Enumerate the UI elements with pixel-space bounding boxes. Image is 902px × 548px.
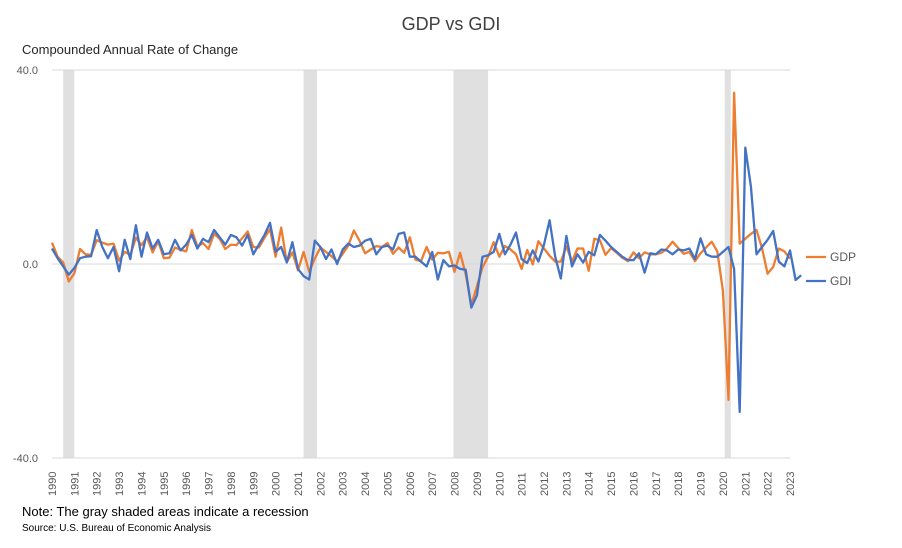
x-tick-label: 2006 — [405, 472, 417, 496]
series-line-gdi — [51, 146, 802, 414]
series-line-gdp — [50, 91, 791, 401]
y-axis-label: Compounded Annual Rate of Change — [22, 42, 239, 57]
x-tick-label: 2009 — [472, 472, 484, 496]
x-tick-label: 1995 — [159, 472, 171, 496]
x-tick-label: 2022 — [763, 472, 775, 496]
x-tick-label: 2013 — [561, 472, 573, 496]
x-tick-label: 2004 — [360, 472, 372, 496]
x-tick-label: 2003 — [338, 472, 350, 496]
x-tick-label: 2021 — [740, 472, 752, 496]
x-tick-label: 2012 — [539, 472, 551, 496]
x-tick-label: 1998 — [226, 472, 238, 496]
x-tick-label: 2005 — [382, 472, 394, 496]
x-tick-label: 1996 — [181, 472, 193, 496]
y-tick-label: -40.0 — [13, 453, 38, 465]
x-tick-label: 2002 — [315, 472, 327, 496]
x-tick-label: 2016 — [628, 472, 640, 496]
x-tick-label: 1992 — [92, 472, 104, 496]
x-tick-label: 2011 — [517, 472, 529, 496]
x-tick-label: 1991 — [69, 472, 81, 496]
chart-title: GDP vs GDI — [401, 14, 501, 34]
x-tick-label: 1999 — [248, 472, 260, 496]
x-tick-label: 1994 — [136, 472, 148, 496]
x-tick-label: 2020 — [718, 472, 730, 496]
x-tick-label: 2000 — [271, 472, 283, 496]
x-tick-label: 2014 — [584, 472, 596, 496]
recession-note: Note: The gray shaded areas indicate a r… — [22, 504, 309, 519]
x-tick-label: 2023 — [785, 472, 797, 496]
x-tick-label: 1993 — [114, 472, 126, 496]
x-tick-label: 1997 — [204, 472, 216, 496]
x-tick-label: 2019 — [696, 472, 708, 496]
y-tick-label: 40.0 — [17, 65, 38, 77]
x-tick-label: 2015 — [606, 472, 618, 496]
x-tick-label: 2010 — [494, 472, 506, 496]
x-tick-label: 2017 — [651, 472, 663, 496]
source-note: Source: U.S. Bureau of Economic Analysis — [22, 523, 211, 534]
legend-label-gdi: GDI — [830, 274, 851, 288]
legend-label-gdp: GDP — [830, 250, 856, 264]
x-tick-label: 2008 — [450, 472, 462, 496]
x-tick-label: 2018 — [673, 472, 685, 496]
y-tick-label: 0.0 — [23, 259, 38, 271]
x-tick-label: 1990 — [47, 472, 59, 496]
x-tick-label: 2007 — [427, 472, 439, 496]
x-tick-label: 2001 — [293, 472, 305, 496]
